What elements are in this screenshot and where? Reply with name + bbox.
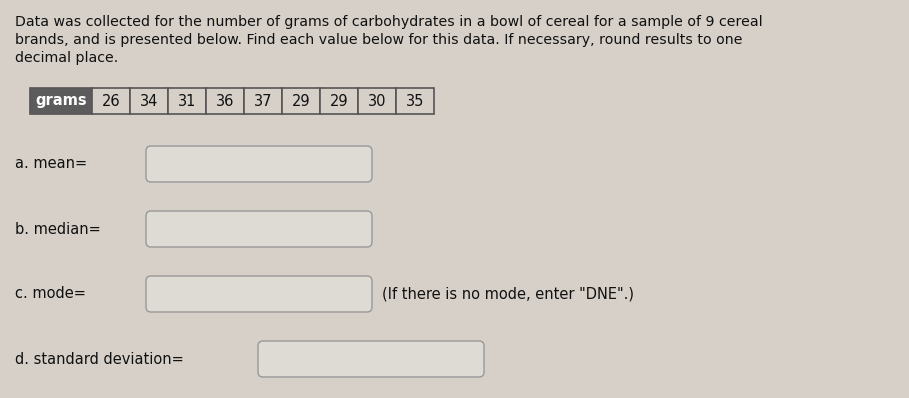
FancyBboxPatch shape <box>358 88 396 114</box>
FancyBboxPatch shape <box>92 88 130 114</box>
Text: c. mode=: c. mode= <box>15 287 85 302</box>
Text: brands, and is presented below. Find each value below for this data. If necessar: brands, and is presented below. Find eac… <box>15 33 743 47</box>
FancyBboxPatch shape <box>146 211 372 247</box>
FancyBboxPatch shape <box>320 88 358 114</box>
FancyBboxPatch shape <box>168 88 206 114</box>
Text: a. mean=: a. mean= <box>15 156 87 172</box>
FancyBboxPatch shape <box>146 146 372 182</box>
Text: 37: 37 <box>254 94 273 109</box>
FancyBboxPatch shape <box>206 88 244 114</box>
Text: b. median=: b. median= <box>15 222 101 236</box>
Text: 29: 29 <box>330 94 348 109</box>
Text: 26: 26 <box>102 94 120 109</box>
Text: (If there is no mode, enter "DNE".): (If there is no mode, enter "DNE".) <box>382 287 634 302</box>
FancyBboxPatch shape <box>146 276 372 312</box>
Text: 34: 34 <box>140 94 158 109</box>
Text: 36: 36 <box>215 94 235 109</box>
Text: 35: 35 <box>405 94 425 109</box>
Text: Data was collected for the number of grams of carbohydrates in a bowl of cereal : Data was collected for the number of gra… <box>15 15 763 29</box>
Text: 29: 29 <box>292 94 310 109</box>
FancyBboxPatch shape <box>244 88 282 114</box>
Text: 30: 30 <box>368 94 386 109</box>
FancyBboxPatch shape <box>396 88 434 114</box>
Text: decimal place.: decimal place. <box>15 51 118 65</box>
FancyBboxPatch shape <box>130 88 168 114</box>
Text: d. standard deviation=: d. standard deviation= <box>15 351 184 367</box>
Text: grams: grams <box>35 94 87 109</box>
Text: 31: 31 <box>178 94 196 109</box>
FancyBboxPatch shape <box>282 88 320 114</box>
FancyBboxPatch shape <box>30 88 92 114</box>
FancyBboxPatch shape <box>258 341 484 377</box>
